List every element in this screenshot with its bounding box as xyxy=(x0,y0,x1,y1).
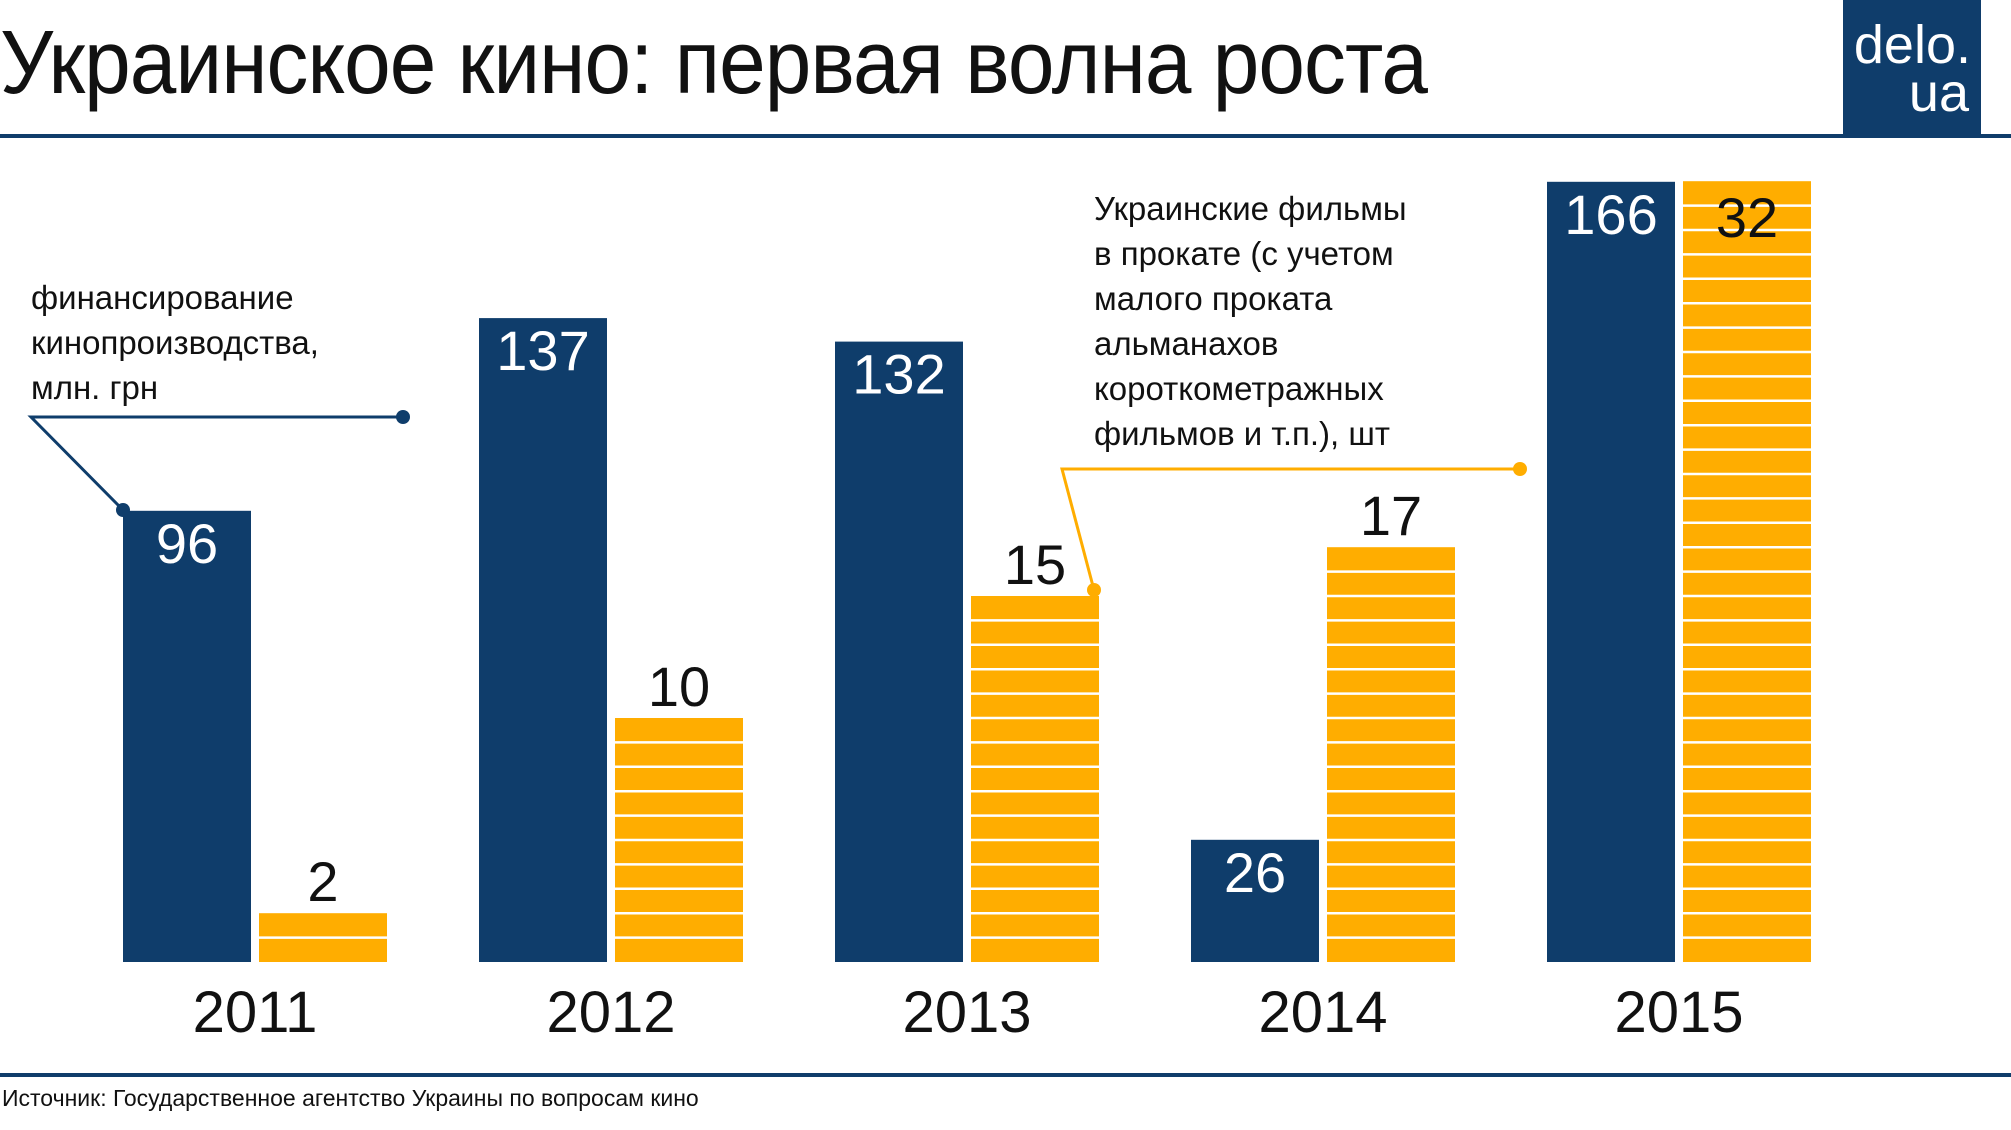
films-value-label: 10 xyxy=(648,655,710,718)
chart-title: Украинское кино: первая волна роста xyxy=(0,13,1428,113)
x-tick-label: 2012 xyxy=(546,980,675,1045)
films-value-label: 32 xyxy=(1716,186,1778,249)
funding-bar-2011 xyxy=(123,510,251,962)
funding-bar-2012 xyxy=(479,318,607,963)
delo-ua-logo: delo. ua xyxy=(1843,0,1981,136)
films-value-label: 15 xyxy=(1004,533,1066,596)
x-tick-label: 2011 xyxy=(193,980,318,1045)
films-series-label: Украинские фильмы в прокате (с учетом ма… xyxy=(1094,190,1407,452)
x-tick-label: 2015 xyxy=(1614,980,1743,1045)
x-tick-label: 2014 xyxy=(1258,980,1387,1045)
funding-value-label: 166 xyxy=(1564,183,1657,246)
films-bar-2013 xyxy=(971,596,1099,962)
films-leader-line xyxy=(1060,467,1520,591)
films-value-label: 17 xyxy=(1360,484,1422,547)
films-value-label: 2 xyxy=(307,850,338,913)
funding-leader-line xyxy=(27,415,403,512)
funding-value-label: 132 xyxy=(852,343,945,406)
funding-leader-dot xyxy=(116,503,130,517)
source-note: Источник: Государственное агентство Укра… xyxy=(2,1085,699,1111)
funding-value-label: 26 xyxy=(1224,841,1286,904)
funding-bar-2015 xyxy=(1547,181,1675,963)
films-bar-2014 xyxy=(1327,547,1455,962)
films-leader-dot xyxy=(1513,462,1527,476)
logo-line-1: delo. xyxy=(1853,15,1971,75)
films-leader-dot xyxy=(1087,583,1101,597)
funding-leader-dot xyxy=(396,410,410,424)
funding-value-label: 137 xyxy=(496,319,589,382)
logo-line-2: ua xyxy=(1908,63,1969,123)
funding-bar-2014 xyxy=(1191,839,1319,962)
funding-value-label: 96 xyxy=(156,512,218,575)
funding-series-label: финансирование кинопроизводства, млн. гр… xyxy=(31,279,319,406)
header-divider xyxy=(0,134,2011,138)
x-tick-label: 2013 xyxy=(902,980,1031,1045)
funding-bar-2013 xyxy=(835,341,963,963)
footer-divider xyxy=(0,1073,2011,1077)
